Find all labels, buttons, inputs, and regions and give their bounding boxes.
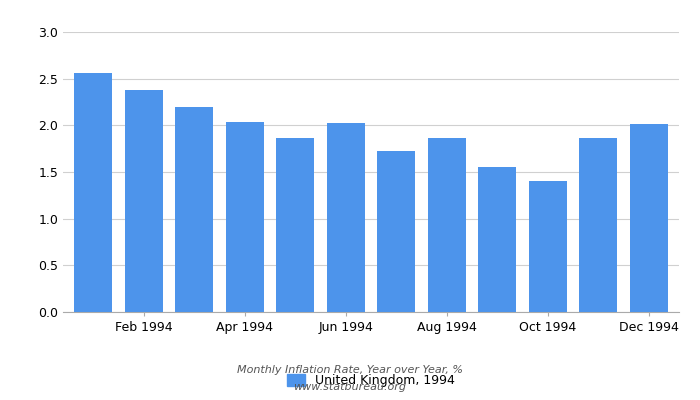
Text: www.statbureau.org: www.statbureau.org — [293, 382, 407, 392]
Bar — [377, 150, 415, 312]
Bar — [327, 122, 365, 312]
Legend: United Kingdom, 1994: United Kingdom, 1994 — [281, 369, 461, 392]
Bar — [428, 138, 466, 312]
Bar — [630, 124, 668, 312]
Bar — [276, 138, 314, 312]
Bar — [74, 73, 112, 312]
Bar — [175, 107, 214, 312]
Text: Monthly Inflation Rate, Year over Year, %: Monthly Inflation Rate, Year over Year, … — [237, 365, 463, 375]
Bar — [528, 181, 567, 312]
Bar — [580, 138, 617, 312]
Bar — [125, 90, 162, 312]
Bar — [478, 167, 516, 312]
Bar — [226, 122, 264, 312]
